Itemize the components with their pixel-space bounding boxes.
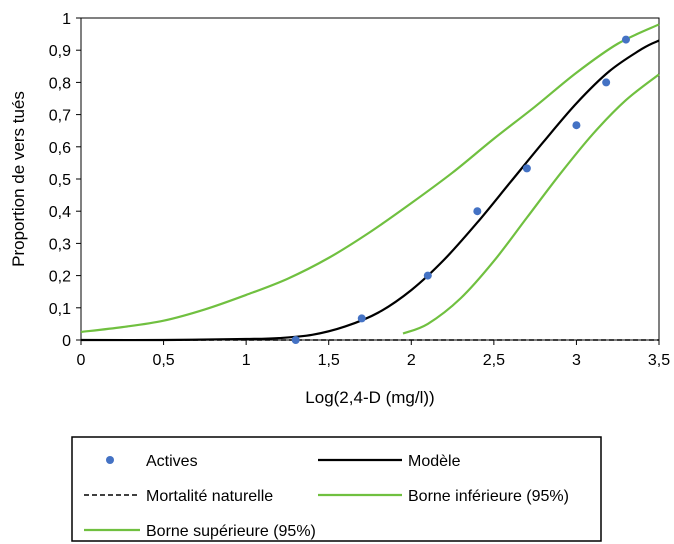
y-tick-label: 0,3 bbox=[49, 236, 71, 253]
borne-superieure-95-line bbox=[80, 23, 660, 334]
y-tick-label: 0,4 bbox=[49, 204, 71, 221]
legend-borne-inferieure-95-label: Borne inférieure (95%) bbox=[408, 488, 569, 505]
x-axis-title: Log(2,4-D (mg/l)) bbox=[305, 388, 434, 407]
plot-lines bbox=[80, 23, 660, 342]
x-tick-label: 0,5 bbox=[152, 352, 174, 369]
y-tick-label: 0,2 bbox=[49, 269, 71, 286]
x-tick-label: 2,5 bbox=[483, 352, 505, 369]
actives-point bbox=[423, 271, 432, 280]
actives-point bbox=[357, 314, 366, 323]
x-tick-label: 2 bbox=[407, 352, 416, 369]
x-tick-label: 1,5 bbox=[318, 352, 340, 369]
y-tick-label: 0,1 bbox=[49, 301, 71, 318]
modele-line bbox=[80, 39, 660, 342]
axes bbox=[80, 17, 660, 341]
x-tick-label: 3,5 bbox=[648, 352, 670, 369]
y-axis-title: Proportion de vers tués bbox=[9, 91, 28, 267]
y-tick-label: 1 bbox=[62, 11, 71, 28]
actives-point bbox=[291, 336, 300, 344]
actives-point bbox=[621, 35, 630, 44]
legend-modele-label: Modèle bbox=[408, 453, 461, 470]
legend-actives-symbol bbox=[106, 456, 114, 464]
plot-frame bbox=[80, 17, 660, 341]
x-tick-label: 1 bbox=[242, 352, 251, 369]
legend-mortalite-naturelle-label: Mortalité naturelle bbox=[146, 488, 273, 505]
actives-point bbox=[602, 78, 611, 87]
legend: Actives Modèle Mortalité naturelle Borne in… bbox=[71, 436, 602, 542]
actives-point bbox=[473, 207, 482, 216]
borne-inferieure-95-line bbox=[402, 73, 660, 335]
actives-point bbox=[572, 121, 581, 130]
y-tick-label: 0,8 bbox=[49, 75, 71, 92]
tick-labels: 0 0,5 1 1,5 2 2,5 3 3,5 0 0,1 0,2 0,3 0,4 0,5 0,6 0,7 0,… bbox=[49, 11, 670, 369]
legend-actives-label: Actives bbox=[146, 453, 198, 470]
legend-borne-superieure-95-label: Borne supérieure (95%) bbox=[146, 523, 316, 540]
actives-point bbox=[522, 164, 531, 173]
y-tick-label: 0,6 bbox=[49, 140, 71, 157]
y-tick-label: 0,9 bbox=[49, 43, 71, 60]
y-tick-label: 0,5 bbox=[49, 172, 71, 189]
plot-points bbox=[291, 35, 630, 344]
y-tick-label: 0,7 bbox=[49, 108, 71, 125]
legend-box bbox=[71, 436, 602, 542]
y-tick-label: 0 bbox=[62, 333, 71, 350]
x-tick-label: 0 bbox=[77, 352, 86, 369]
x-tick-label: 3 bbox=[572, 352, 581, 369]
